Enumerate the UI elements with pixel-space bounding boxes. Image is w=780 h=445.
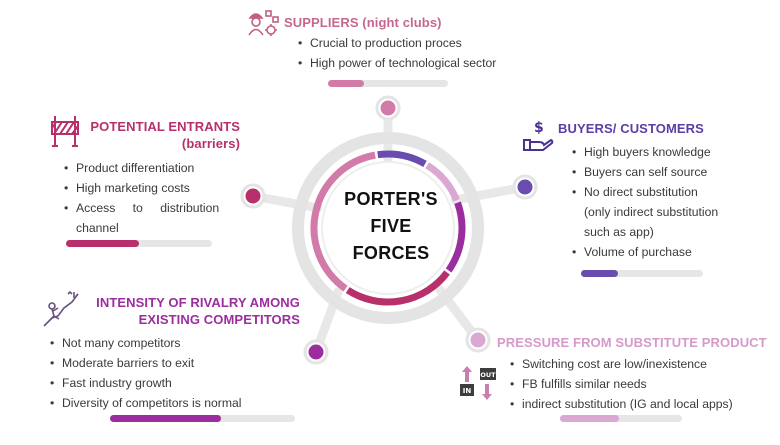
icon-out-label: OUT <box>480 371 496 379</box>
barrier-icon <box>51 116 79 147</box>
list-item: Buyers can self source <box>570 162 750 182</box>
suppliers-progress <box>328 80 448 87</box>
rivalry-progress-fill <box>110 415 221 422</box>
list-item: High buyers knowledge <box>570 142 750 162</box>
buyers-progress-fill <box>581 270 618 277</box>
suppliers-heading: SUPPLIERS (night clubs) <box>284 15 442 30</box>
list-item: Not many competitors <box>48 333 288 353</box>
entrants-heading-line1: POTENTIAL ENTRANTS <box>90 119 240 134</box>
in-out-arrows-icon: IN OUT <box>460 366 496 400</box>
node-buyers-dot <box>517 179 533 195</box>
node-entrants-dot <box>245 188 261 204</box>
list-item: Diversity of competitors is normal <box>48 393 288 413</box>
list-item: such as app) <box>584 225 654 239</box>
list-item: channel <box>76 221 119 235</box>
rivalry-heading-line1: INTENSITY OF RIVALRY AMONG <box>96 295 300 310</box>
list-item: Access to distribution <box>62 198 242 218</box>
substitutes-progress <box>560 415 682 422</box>
list-item: Crucial to production proces <box>296 33 544 53</box>
list-item: Volume of purchase <box>570 242 750 262</box>
suppliers-block: SUPPLIERS (night clubs) Crucial to produ… <box>284 14 544 73</box>
rivalry-progress <box>110 415 295 422</box>
climbing-figure-icon <box>43 290 79 327</box>
substitutes-block: PRESSURE FROM SUBSTITUTE PRODUCT <box>497 334 777 351</box>
list-item: High marketing costs <box>62 178 242 198</box>
list-item: High power of technological sector <box>296 53 544 73</box>
entrants-heading-line2: (barriers) <box>181 136 240 151</box>
rivalry-block: INTENSITY OF RIVALRY AMONG EXISTING COMP… <box>78 294 300 328</box>
rivalry-heading-line2: EXISTING COMPETITORS <box>138 312 300 327</box>
list-item: No direct substitution <box>570 182 750 202</box>
substitutes-heading: PRESSURE FROM SUBSTITUTE PRODUCT <box>497 335 767 350</box>
node-suppliers-dot <box>380 100 396 116</box>
buyers-block: BUYERS/ CUSTOMERS <box>558 120 758 137</box>
list-item: FB fulfills similar needs <box>508 374 776 394</box>
icon-in-label: IN <box>463 387 472 395</box>
substitutes-bullets: Switching cost are low/inexistence FB fu… <box>508 354 776 414</box>
svg-text:$: $ <box>534 120 544 136</box>
outer-ring <box>292 132 484 324</box>
suppliers-bullets: Crucial to production proces High power … <box>296 33 544 73</box>
center-title-line3: FORCES <box>352 243 430 263</box>
list-item: Product differentiation <box>62 158 242 178</box>
entrants-block: POTENTIAL ENTRANTS (barriers) <box>82 118 240 152</box>
workers-icon <box>248 10 279 36</box>
hand-dollar-icon: $ <box>523 120 554 151</box>
suppliers-progress-fill <box>328 80 364 87</box>
nodes <box>240 95 538 365</box>
center-title-line1: PORTER'S <box>344 189 438 209</box>
ring-segment-substitutes <box>425 162 460 202</box>
ring-segment-rivalry <box>445 201 466 273</box>
list-item: Moderate barriers to exit <box>48 353 288 373</box>
ring-segment-suppliers <box>310 151 376 292</box>
center-title-line2: FIVE <box>370 216 412 236</box>
ring-segment-buyers <box>377 150 427 168</box>
buyers-bullets: High buyers knowledge Buyers can self so… <box>570 142 750 262</box>
list-item: Fast industry growth <box>48 373 288 393</box>
buyers-heading: BUYERS/ CUSTOMERS <box>558 121 704 136</box>
list-item: Switching cost are low/inexistence <box>508 354 776 374</box>
entrants-bullets: Product differentiation High marketing c… <box>62 158 242 238</box>
node-rivalry-dot <box>308 344 324 360</box>
center-disc <box>321 161 455 295</box>
ring-segment-entrants <box>345 270 450 306</box>
center-title: PORTER'S FIVE FORCES <box>326 186 456 267</box>
entrants-progress <box>66 240 212 247</box>
rivalry-bullets: Not many competitors Moderate barriers t… <box>48 333 288 413</box>
ring-segments <box>310 150 466 306</box>
entrants-progress-fill <box>66 240 139 247</box>
buyers-progress <box>581 270 703 277</box>
list-item: indirect substitution (IG and local apps… <box>508 394 776 414</box>
substitutes-progress-fill <box>560 415 619 422</box>
node-substitutes-dot <box>470 332 486 348</box>
list-item: (only indirect substitution <box>584 205 719 219</box>
